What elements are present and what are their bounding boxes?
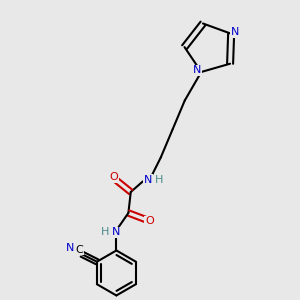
Text: C: C [76,245,83,255]
Text: N: N [144,175,152,185]
Text: O: O [145,216,154,226]
Text: O: O [110,172,118,182]
Text: N: N [231,27,239,37]
Text: H: H [101,227,110,238]
Text: N: N [193,65,201,76]
Text: N: N [112,227,121,238]
Text: N: N [66,243,75,253]
Text: H: H [154,175,163,185]
